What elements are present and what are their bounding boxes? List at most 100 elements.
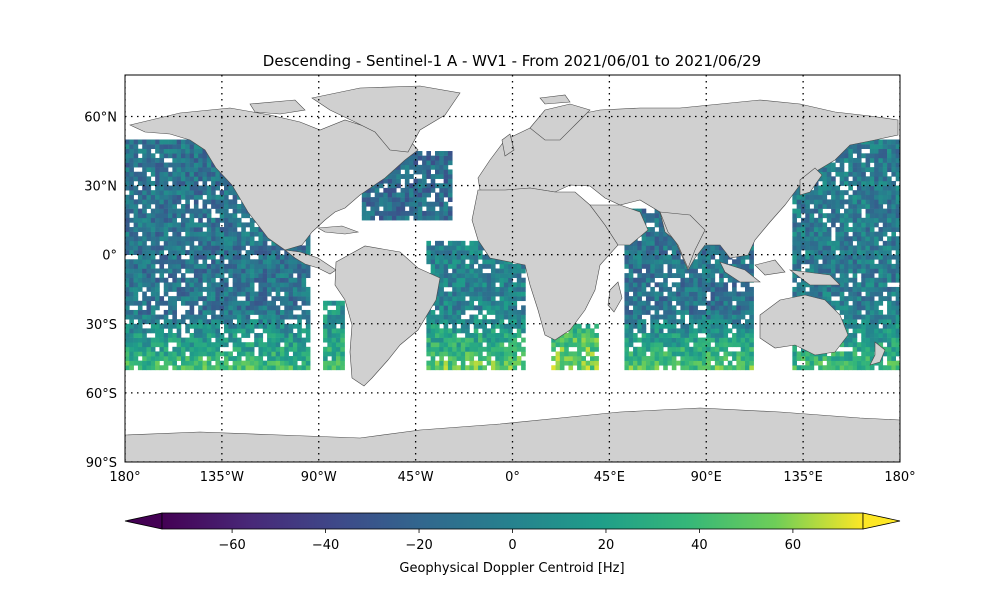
data-cell [331,323,337,329]
data-cell [327,319,332,325]
data-cell [159,157,165,163]
data-cell [701,254,707,260]
data-cell [447,197,453,202]
data-cell [340,365,345,371]
data-cell [745,300,750,306]
data-cell [219,231,225,237]
data-cell [852,346,858,352]
data-cell [241,282,246,288]
data-cell [159,180,165,186]
data-cell [654,217,660,223]
data-cell [146,282,152,288]
data-cell [499,282,505,288]
data-cell [439,351,444,357]
data-cell [633,351,638,357]
data-cell [508,305,513,311]
data-cell [366,187,371,193]
data-cell [878,167,884,173]
data-cell [891,157,896,163]
data-cell [292,351,298,357]
data-cell [676,360,681,366]
data-cell [895,176,900,182]
data-cell [508,346,513,352]
data-cell [887,236,892,242]
data-cell [236,254,242,260]
data-cell [594,360,599,366]
data-cell [275,286,281,292]
data-cell [882,213,888,219]
data-cell [193,222,199,228]
data-cell [706,323,711,329]
data-cell [288,277,294,283]
data-cell [331,360,337,366]
data-cell [452,328,457,334]
data-cell [236,263,242,269]
data-cell [658,227,664,232]
data-cell [443,192,449,198]
data-cell [624,245,630,251]
data-cell [275,296,281,302]
data-cell [663,305,668,311]
data-cell [396,164,401,170]
data-cell [512,342,518,348]
data-cell [176,190,182,196]
data-cell [852,263,858,269]
data-cell [129,309,134,315]
data-cell [499,319,505,325]
data-cell [745,351,750,357]
data-cell [142,208,147,214]
data-cell [422,164,427,170]
data-cell [835,213,841,219]
data-cell [650,236,655,242]
data-cell [447,210,453,216]
data-cell [818,286,823,292]
data-cell [835,208,841,214]
data-cell [198,365,203,371]
data-cell [473,245,479,251]
data-cell [878,296,884,302]
data-cell [297,314,302,320]
data-cell [465,351,470,357]
data-cell [645,250,651,255]
data-cell [878,231,884,237]
data-cell [680,314,686,320]
data-cell [301,291,307,297]
data-cell [146,217,152,223]
data-cell [133,323,139,329]
data-cell [869,282,875,288]
data-cell [215,231,221,237]
data-cell [150,139,156,145]
data-cell [391,206,397,212]
data-cell [129,157,134,163]
data-cell [628,286,634,292]
data-cell [658,236,664,242]
data-cell [585,360,591,366]
data-cell [891,356,896,361]
data-cell [796,286,802,292]
data-cell [865,162,871,168]
data-cell [882,185,888,191]
data-cell [508,342,513,348]
data-cell [249,323,255,329]
data-cell [645,342,651,348]
data-cell [168,190,173,196]
data-cell [168,286,173,292]
data-cell [435,296,440,302]
data-cell [512,263,518,269]
data-cell [396,192,401,198]
data-cell [710,314,716,320]
data-cell [232,199,238,205]
data-cell [796,190,802,196]
data-cell [211,227,216,232]
data-cell [236,291,242,297]
data-cell [882,162,888,168]
data-cell [409,210,414,216]
data-cell [469,240,475,246]
data-cell [887,323,892,329]
data-cell [435,319,440,325]
data-cell [839,273,845,279]
data-cell [887,309,892,315]
data-cell [297,305,302,311]
data-cell [228,328,233,334]
data-cell [818,185,823,191]
